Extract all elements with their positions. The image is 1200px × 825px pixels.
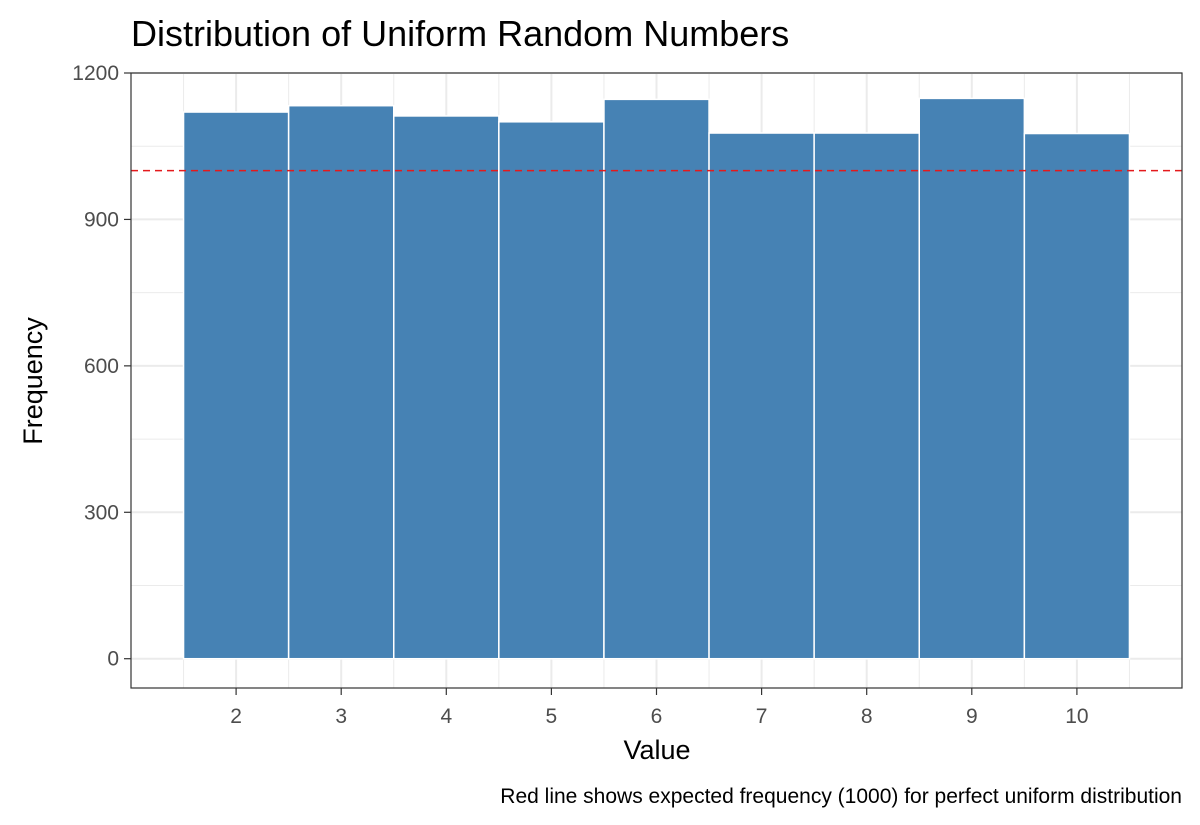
bar-8	[813, 132, 921, 660]
y-tick-label: 300	[84, 501, 119, 524]
y-tick-label: 0	[107, 648, 119, 671]
chart-caption: Red line shows expected frequency (1000)…	[500, 785, 1182, 808]
x-axis: 2 3 4 5 6 7 8 9 10	[230, 688, 1089, 728]
x-tick-label: 7	[756, 705, 768, 728]
x-tick-label: 4	[440, 705, 452, 728]
y-tick-label: 900	[84, 208, 119, 231]
bar-9	[918, 97, 1026, 660]
x-tick-label: 5	[546, 705, 558, 728]
x-tick-label: 8	[861, 705, 873, 728]
chart-title: Distribution of Uniform Random Numbers	[131, 13, 789, 54]
y-tick-label: 600	[84, 355, 119, 378]
bar-5	[498, 121, 605, 660]
x-tick-label: 3	[335, 705, 347, 728]
x-tick-label: 10	[1065, 705, 1088, 728]
bar-10	[1023, 132, 1131, 660]
bar-2	[182, 111, 290, 660]
bars	[182, 97, 1131, 660]
y-tick-label: 1200	[72, 62, 119, 85]
bar-6	[603, 98, 710, 660]
bar-7	[708, 132, 815, 660]
x-tick-label: 6	[651, 705, 663, 728]
y-axis: 0 300 600 900 1200	[72, 62, 131, 671]
x-tick-label: 9	[966, 705, 978, 728]
bar-4	[393, 115, 500, 660]
x-axis-title: Value	[623, 735, 690, 765]
x-tick-label: 2	[230, 705, 242, 728]
bar-3	[287, 104, 395, 660]
y-axis-title: Frequency	[18, 317, 48, 445]
